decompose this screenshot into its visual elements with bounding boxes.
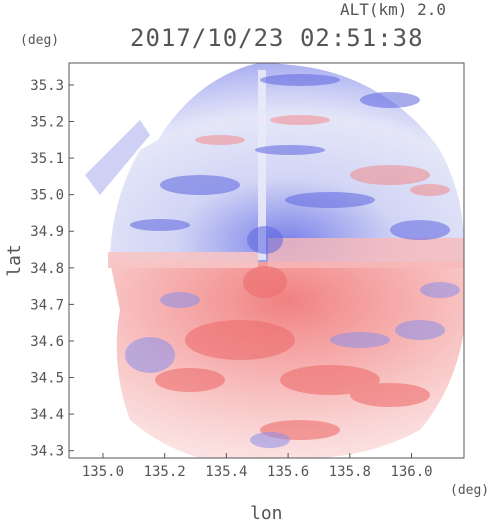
south-blue-flecks — [125, 282, 460, 448]
y-tick-label: 34.8 — [30, 261, 64, 277]
x-tick-label: 135.0 — [82, 464, 124, 480]
northwest-fragment — [85, 120, 150, 195]
y-tick-label: 35.1 — [30, 151, 64, 167]
y-tick-label: 34.5 — [30, 371, 64, 387]
y-tick-label: 34.6 — [30, 334, 64, 350]
west-band — [108, 252, 258, 268]
y-tick-label: 34.4 — [30, 407, 64, 423]
x-tick-label: 135.2 — [144, 464, 186, 480]
x-tick-label: 136.0 — [390, 464, 432, 480]
y-tick-label: 35.2 — [30, 115, 64, 131]
x-axis-label: lon — [250, 503, 283, 524]
radar-data-field — [85, 63, 464, 458]
north-red-flecks — [195, 115, 450, 196]
x-tick-label: 135.6 — [267, 464, 309, 480]
y-unit-label: (deg) — [20, 33, 60, 48]
y-tick-label: 35.0 — [30, 188, 64, 204]
east-band — [268, 238, 464, 268]
y-tick-label: 34.9 — [30, 224, 64, 240]
altitude-label: ALT(km) 2.0 — [340, 0, 446, 19]
north-echo-region — [110, 63, 464, 262]
north-divider-streak — [258, 70, 266, 260]
x-tick-label: 135.8 — [329, 464, 371, 480]
y-tick-label: 34.3 — [30, 444, 64, 460]
x-tick-label: 135.4 — [205, 464, 247, 480]
timestamp-title: 2017/10/23 02:51:38 — [130, 24, 424, 52]
south-streaks — [155, 266, 430, 440]
y-tick-label: 34.7 — [30, 297, 64, 313]
north-streaks — [130, 74, 450, 254]
y-tick-label: 35.3 — [30, 78, 64, 94]
plot-frame — [68, 62, 465, 459]
south-echo-region — [110, 262, 464, 458]
x-unit-label: (deg) — [450, 483, 490, 498]
